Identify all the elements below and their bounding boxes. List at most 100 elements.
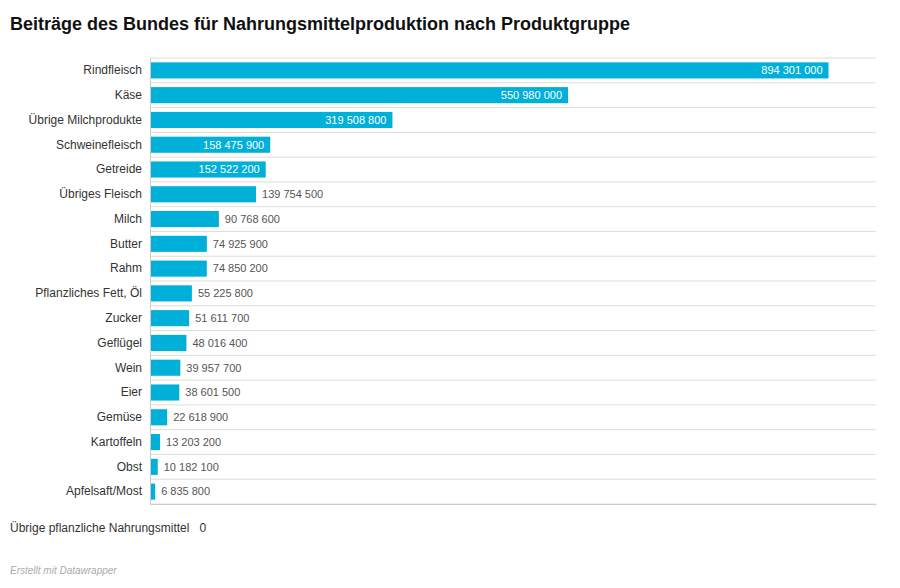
data-label: 319 508 800 <box>325 114 386 126</box>
row-separator <box>150 305 876 306</box>
y-tick-label: Wein <box>115 361 142 375</box>
data-label: 13 203 200 <box>166 436 221 448</box>
y-tick-label: Milch <box>114 212 142 226</box>
y-tick-label: Käse <box>115 88 143 102</box>
y-tick: Obst <box>117 460 150 474</box>
y-tick: Pflanzliches Fett, Öl <box>35 286 150 300</box>
y-tick: Rahm <box>110 261 150 275</box>
bars <box>150 62 829 499</box>
bar <box>150 261 207 277</box>
data-labels: 894 301 000 550 980 000 319 508 800 158 475… <box>161 64 822 497</box>
data-label: 22 618 900 <box>173 411 228 423</box>
row-separator <box>150 429 876 430</box>
bar <box>150 62 829 78</box>
data-label: 158 475 900 <box>203 139 264 151</box>
y-tick-label: Schweinefleisch <box>56 138 142 152</box>
bar <box>150 112 392 128</box>
y-tick: Gemüse <box>97 410 150 424</box>
row-separator <box>150 82 876 83</box>
row-separator <box>150 504 876 505</box>
row-separator <box>150 231 876 232</box>
y-tick-label: Geflügel <box>97 336 142 350</box>
y-tick: Übrige Milchprodukte <box>29 113 150 127</box>
chart: Beiträge des Bundes für Nahrungsmittelpr… <box>0 0 900 588</box>
bar <box>150 384 179 400</box>
y-tick-label: Rindfleisch <box>83 63 142 77</box>
y-tick-label: Pflanzliches Fett, Öl <box>35 286 142 300</box>
y-tick: Zucker <box>105 311 150 325</box>
bar <box>150 310 189 326</box>
footer: Erstellt mit Datawrapper <box>10 565 117 576</box>
x-axis <box>151 504 877 505</box>
bar <box>150 409 167 425</box>
y-axis-line <box>150 59 151 505</box>
y-tick: Kartoffeln <box>91 435 150 449</box>
row-separator <box>150 330 876 331</box>
data-label: 74 925 900 <box>213 238 268 250</box>
y-tick: Getreide <box>96 162 150 176</box>
y-tick: Übriges Fleisch <box>59 187 150 201</box>
y-tick: Eier <box>121 385 150 399</box>
y-tick: Wein <box>115 361 150 375</box>
title: Beiträge des Bundes für Nahrungsmittelpr… <box>10 14 630 34</box>
annotation: Übrige pflanzliche Nahrungsmittel 0 <box>10 521 206 535</box>
y-tick-label: Kartoffeln <box>91 435 142 449</box>
data-label: 6 835 800 <box>161 485 210 497</box>
y-tick: Rindfleisch <box>83 63 150 77</box>
data-label: 139 754 500 <box>262 188 323 200</box>
row-separator <box>150 181 876 182</box>
bar <box>150 161 266 177</box>
data-label: 74 850 200 <box>213 262 268 274</box>
y-tick: Geflügel <box>97 336 150 350</box>
bar <box>150 459 158 475</box>
row-separator <box>150 479 876 480</box>
data-label: 38 601 500 <box>185 386 240 398</box>
row-separator <box>150 157 876 158</box>
row-separator <box>150 132 876 133</box>
data-label: 51 611 700 <box>195 312 249 324</box>
y-tick: Apfelsaft/Most <box>66 484 150 498</box>
data-label: 152 522 200 <box>199 163 260 175</box>
bar <box>150 434 160 450</box>
data-label: 90 768 600 <box>225 213 280 225</box>
bar <box>150 335 186 351</box>
row-separators <box>150 58 876 504</box>
y-tick: Schweinefleisch <box>56 138 150 152</box>
y-tick-label: Übriges Fleisch <box>59 187 142 201</box>
row-separator <box>150 281 876 282</box>
row-separator <box>150 206 876 207</box>
bar <box>150 211 219 227</box>
bar <box>150 186 256 202</box>
data-label: 48 016 400 <box>192 337 247 349</box>
row-separator <box>150 454 876 455</box>
y-tick-label: Getreide <box>96 162 142 176</box>
y-tick: Käse <box>115 88 150 102</box>
row-separator <box>150 256 876 257</box>
bar <box>150 236 207 252</box>
y-tick: Milch <box>114 212 150 226</box>
y-tick-label: Apfelsaft/Most <box>66 484 143 498</box>
row-separator <box>150 107 876 108</box>
y-tick-label: Gemüse <box>97 410 143 424</box>
y-tick-label: Eier <box>121 385 142 399</box>
data-label: 10 182 100 <box>164 461 219 473</box>
y-tick-label: Rahm <box>110 261 142 275</box>
bar <box>150 285 192 301</box>
data-label: 550 980 000 <box>501 89 562 101</box>
y-tick-label: Übrige Milchprodukte <box>29 113 143 127</box>
bar <box>150 137 270 153</box>
row-separator <box>150 355 876 356</box>
data-label: 39 957 700 <box>186 362 241 374</box>
y-axis: Rindfleisch Käse Übrige Milchprodukte Schwe… <box>29 59 151 505</box>
y-tick: Butter <box>110 237 150 251</box>
data-label: 55 225 800 <box>198 287 253 299</box>
y-tick-label: Butter <box>110 237 142 251</box>
row-separator <box>150 380 876 381</box>
bar <box>150 87 568 103</box>
data-label: 894 301 000 <box>761 64 822 76</box>
y-tick-label: Zucker <box>105 311 142 325</box>
row-separator <box>150 58 876 59</box>
row-separator <box>150 404 876 405</box>
bar <box>150 360 180 376</box>
x-axis-line <box>151 504 877 505</box>
